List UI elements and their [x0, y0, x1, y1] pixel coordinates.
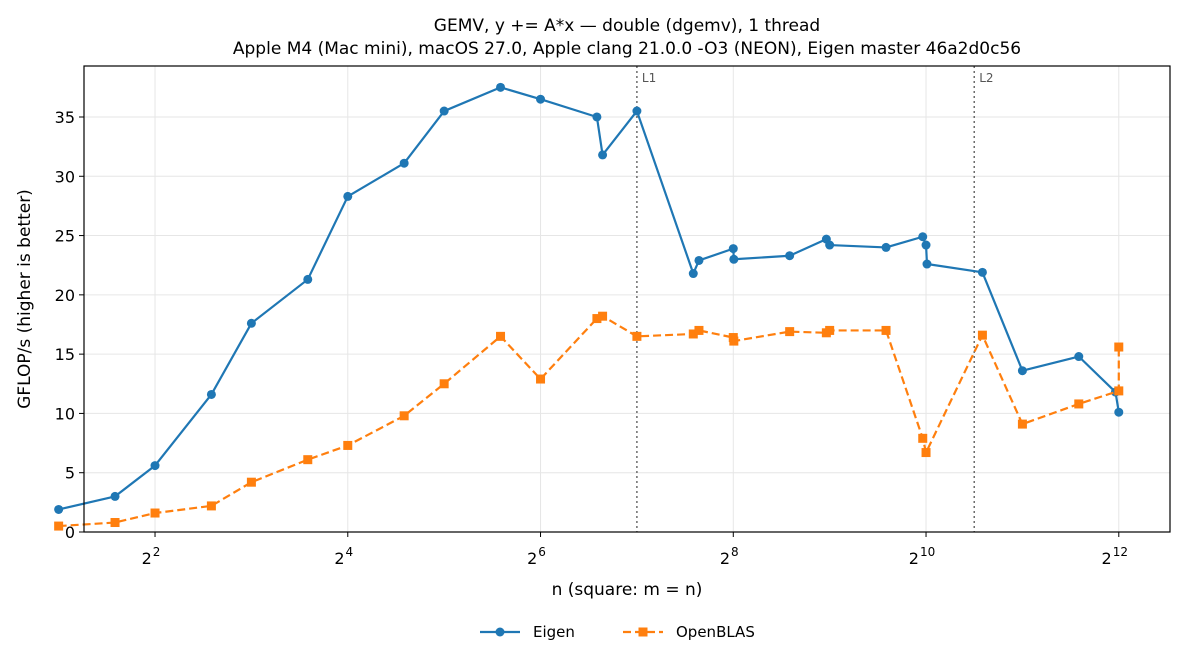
data-point-eigen [592, 112, 602, 122]
y-tick-label: 5 [65, 464, 75, 483]
chart-subtitle: Apple M4 (Mac mini), macOS 27.0, Apple c… [233, 39, 1021, 59]
data-point-eigen [150, 461, 160, 471]
x-tick-label: 212 [1102, 545, 1128, 568]
data-point-eigen [881, 242, 891, 252]
data-point-openblas [694, 325, 704, 335]
data-point-eigen [54, 504, 64, 514]
chart-title: GEMV, y += A*x — double (dgemv), 1 threa… [434, 16, 820, 36]
data-point-eigen [496, 82, 506, 92]
y-tick-label: 10 [55, 404, 75, 423]
data-point-openblas [977, 330, 987, 340]
series-line-eigen [58, 86, 1120, 511]
data-point-eigen [206, 389, 216, 399]
x-tick-label: 210 [909, 545, 935, 568]
data-point-openblas [1074, 399, 1084, 409]
y-tick-label: 30 [55, 167, 75, 186]
data-point-eigen [110, 491, 120, 501]
series-layer [54, 82, 1124, 531]
data-point-eigen [343, 191, 353, 201]
data-point-openblas [496, 331, 506, 341]
data-point-openblas [54, 521, 64, 531]
data-point-openblas [1017, 419, 1027, 429]
y-tick-label: 20 [55, 286, 75, 305]
data-point-eigen [399, 158, 409, 168]
y-tick-label: 0 [65, 523, 75, 542]
data-point-eigen [825, 240, 835, 250]
data-point-eigen [303, 274, 313, 284]
legend-marker-eigen [495, 627, 505, 637]
data-point-openblas [592, 314, 602, 324]
y-tick-label: 35 [55, 108, 75, 127]
data-point-openblas [688, 329, 698, 339]
y-tick-label: 15 [55, 345, 75, 364]
legend-label-openblas: OpenBLAS [676, 623, 755, 641]
x-tick-label: 24 [334, 545, 353, 568]
legend-label-eigen: Eigen [533, 623, 575, 641]
data-point-eigen [729, 254, 739, 264]
data-point-openblas [439, 379, 449, 389]
data-point-openblas [110, 518, 120, 528]
data-point-openblas [825, 325, 835, 335]
data-point-openblas [150, 508, 160, 518]
cache-lines: L1 L2 [636, 66, 994, 532]
data-point-eigen [1074, 352, 1084, 362]
data-point-eigen [536, 94, 546, 104]
data-point-eigen [688, 269, 698, 279]
y-axis-label: GFLOP/s (higher is better) [15, 189, 35, 409]
data-point-openblas [343, 440, 353, 450]
data-point-openblas [246, 477, 256, 487]
data-point-eigen [694, 255, 704, 265]
x-tick-label: 26 [527, 545, 546, 568]
plot-frame [83, 65, 1171, 533]
data-point-openblas [881, 325, 891, 335]
data-point-openblas [785, 327, 795, 337]
data-point-eigen [1114, 407, 1124, 417]
data-point-eigen [922, 259, 932, 269]
x-tick-label: 28 [720, 545, 739, 568]
y-tick-label: 25 [55, 227, 75, 246]
data-point-eigen [632, 106, 642, 116]
data-point-eigen [918, 232, 928, 242]
data-point-openblas [1114, 342, 1124, 352]
data-point-eigen [598, 150, 608, 160]
data-point-openblas [1114, 386, 1124, 396]
legend: Eigen OpenBLAS [480, 623, 755, 641]
data-point-openblas [536, 374, 546, 384]
x-tick-label: 22 [142, 545, 161, 568]
cache-label-l2: L2 [979, 71, 993, 85]
data-point-openblas [206, 501, 216, 511]
data-point-openblas [729, 336, 739, 346]
data-point-eigen [439, 106, 449, 116]
axis-ticks: 0 5 10 15 20 25 30 35 22 24 26 28 210 212 [55, 108, 1128, 568]
data-point-openblas [918, 433, 928, 443]
series-line-openblas [58, 315, 1120, 528]
x-axis-label: n (square: m = n) [552, 580, 703, 600]
legend-marker-openblas [638, 627, 648, 637]
data-point-eigen [921, 240, 931, 250]
data-point-openblas [632, 331, 642, 341]
data-point-openblas [303, 455, 313, 465]
data-point-openblas [598, 311, 608, 321]
data-point-eigen [977, 267, 987, 277]
data-point-eigen [1017, 366, 1027, 376]
data-point-eigen [785, 251, 795, 261]
grid [84, 66, 1170, 533]
cache-label-l1: L1 [642, 71, 656, 85]
data-point-openblas [921, 448, 931, 458]
data-point-eigen [246, 318, 256, 328]
data-point-eigen [728, 244, 738, 254]
data-point-openblas [399, 411, 409, 421]
